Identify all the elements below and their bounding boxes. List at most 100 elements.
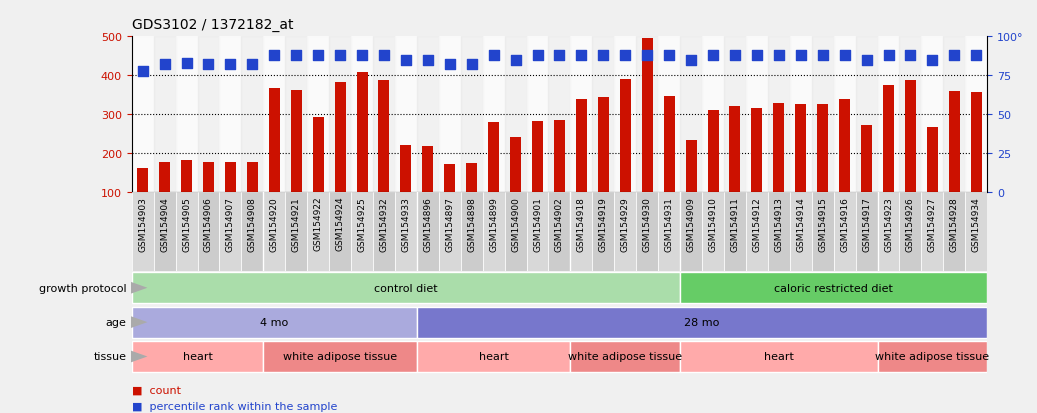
Text: GSM154916: GSM154916 <box>840 197 849 251</box>
Text: GSM154928: GSM154928 <box>950 197 959 251</box>
Bar <box>884 86 894 192</box>
Bar <box>379 81 390 192</box>
Text: GSM154908: GSM154908 <box>248 197 257 251</box>
Bar <box>812 192 834 271</box>
Point <box>485 52 502 59</box>
Text: GSM154907: GSM154907 <box>226 197 235 251</box>
Bar <box>482 192 505 271</box>
Bar <box>220 192 242 271</box>
Text: GSM154930: GSM154930 <box>643 197 651 251</box>
Bar <box>417 307 987 338</box>
Bar <box>877 341 987 372</box>
Point <box>617 52 634 59</box>
Bar <box>861 126 872 192</box>
Point <box>222 62 239 69</box>
Bar <box>944 37 965 192</box>
Bar <box>767 192 790 271</box>
Text: GSM154926: GSM154926 <box>906 197 915 251</box>
Text: GSM154921: GSM154921 <box>291 197 301 251</box>
Bar <box>307 37 329 192</box>
Bar <box>352 37 373 192</box>
Text: white adipose tissue: white adipose tissue <box>875 351 989 362</box>
Bar <box>247 163 258 192</box>
Bar <box>570 192 592 271</box>
Point <box>244 62 260 69</box>
Text: tissue: tissue <box>93 351 127 362</box>
Bar <box>877 192 899 271</box>
Text: GSM154925: GSM154925 <box>358 197 366 251</box>
Text: GSM154902: GSM154902 <box>555 197 564 251</box>
Bar <box>570 341 680 372</box>
Bar <box>680 37 702 192</box>
Point <box>661 52 677 59</box>
Bar <box>554 121 565 192</box>
Bar <box>290 91 302 192</box>
Point <box>375 52 392 59</box>
Text: GSM154901: GSM154901 <box>533 197 542 251</box>
Point <box>551 52 567 59</box>
Bar <box>899 37 922 192</box>
Bar <box>132 341 263 372</box>
Bar <box>197 192 220 271</box>
Text: GSM154918: GSM154918 <box>577 197 586 251</box>
Bar <box>175 192 197 271</box>
Text: 4 mo: 4 mo <box>260 317 288 328</box>
Text: 28 mo: 28 mo <box>684 317 720 328</box>
Bar <box>220 37 242 192</box>
Bar <box>132 192 153 271</box>
Bar <box>774 104 784 192</box>
Text: GSM154898: GSM154898 <box>468 197 476 251</box>
Point <box>288 52 305 59</box>
Bar <box>922 37 944 192</box>
Bar <box>153 37 175 192</box>
Bar <box>132 307 417 338</box>
Text: GSM154920: GSM154920 <box>270 197 279 251</box>
Bar <box>549 192 570 271</box>
Bar <box>965 37 987 192</box>
Bar <box>746 37 767 192</box>
Bar <box>242 192 263 271</box>
Bar <box>417 192 439 271</box>
Bar <box>576 100 587 192</box>
Point <box>507 57 524 64</box>
Bar <box>482 37 505 192</box>
Polygon shape <box>131 282 147 294</box>
Bar <box>949 92 960 192</box>
Text: GSM154924: GSM154924 <box>336 197 344 251</box>
Text: GDS3102 / 1372182_at: GDS3102 / 1372182_at <box>132 18 293 32</box>
Bar <box>395 37 417 192</box>
Bar <box>132 37 153 192</box>
Bar <box>357 73 367 192</box>
Bar <box>817 105 829 192</box>
Text: GSM154905: GSM154905 <box>183 197 191 251</box>
Bar <box>505 37 527 192</box>
Point <box>770 52 787 59</box>
Bar <box>746 192 767 271</box>
Bar <box>927 127 937 192</box>
Polygon shape <box>131 351 147 363</box>
Bar <box>532 122 543 192</box>
Text: heart: heart <box>479 351 508 362</box>
Point <box>354 52 370 59</box>
Point <box>135 68 151 75</box>
Point <box>924 57 941 64</box>
Text: heart: heart <box>764 351 793 362</box>
Bar <box>352 192 373 271</box>
Bar <box>839 100 850 192</box>
Bar <box>400 146 412 192</box>
Point <box>265 52 282 59</box>
Bar <box>767 37 790 192</box>
Bar <box>181 160 192 192</box>
Text: GSM154897: GSM154897 <box>445 197 454 251</box>
Bar <box>856 192 877 271</box>
Text: GSM154929: GSM154929 <box>621 197 629 251</box>
Bar <box>620 80 630 192</box>
Bar <box>313 118 324 192</box>
Text: white adipose tissue: white adipose tissue <box>568 351 682 362</box>
Point <box>639 52 655 59</box>
Bar <box>570 37 592 192</box>
Point <box>836 52 852 59</box>
Point <box>749 52 765 59</box>
Bar <box>444 164 455 192</box>
Bar <box>175 37 197 192</box>
